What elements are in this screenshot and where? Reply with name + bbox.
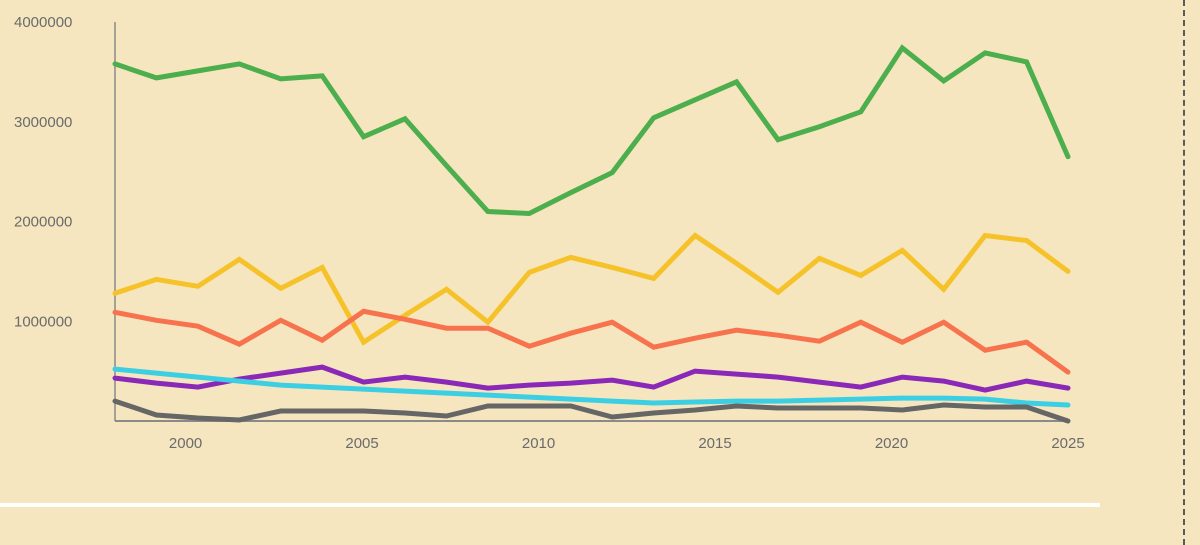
x-tick-label: 2025 <box>1051 435 1084 452</box>
y-tick-label: 2000000 <box>14 214 72 231</box>
x-tick-label: 2015 <box>698 435 731 452</box>
series-line-4 <box>112 366 1071 408</box>
x-tick-label: 2005 <box>345 435 378 452</box>
x-tick-label: 2020 <box>875 435 908 452</box>
series-line-1 <box>112 232 1071 346</box>
x-tick-label: 2000 <box>169 435 202 452</box>
series-lines <box>112 44 1071 424</box>
x-tick-label: 2010 <box>522 435 555 452</box>
series-line-2 <box>112 308 1071 375</box>
series-line-3 <box>112 364 1071 393</box>
y-axis-ticks: 1000000 2000000 3000000 4000000 <box>14 14 72 330</box>
series-line-5 <box>112 398 1071 424</box>
bottom-divider <box>0 503 1100 507</box>
y-tick-label: 1000000 <box>14 313 72 330</box>
dashed-right-border <box>1183 0 1185 545</box>
series-line-0 <box>112 44 1071 217</box>
y-tick-label: 3000000 <box>14 114 72 131</box>
x-axis-ticks: 2000 2005 2010 2015 2020 2025 <box>169 435 1085 452</box>
y-tick-label: 4000000 <box>14 14 72 31</box>
